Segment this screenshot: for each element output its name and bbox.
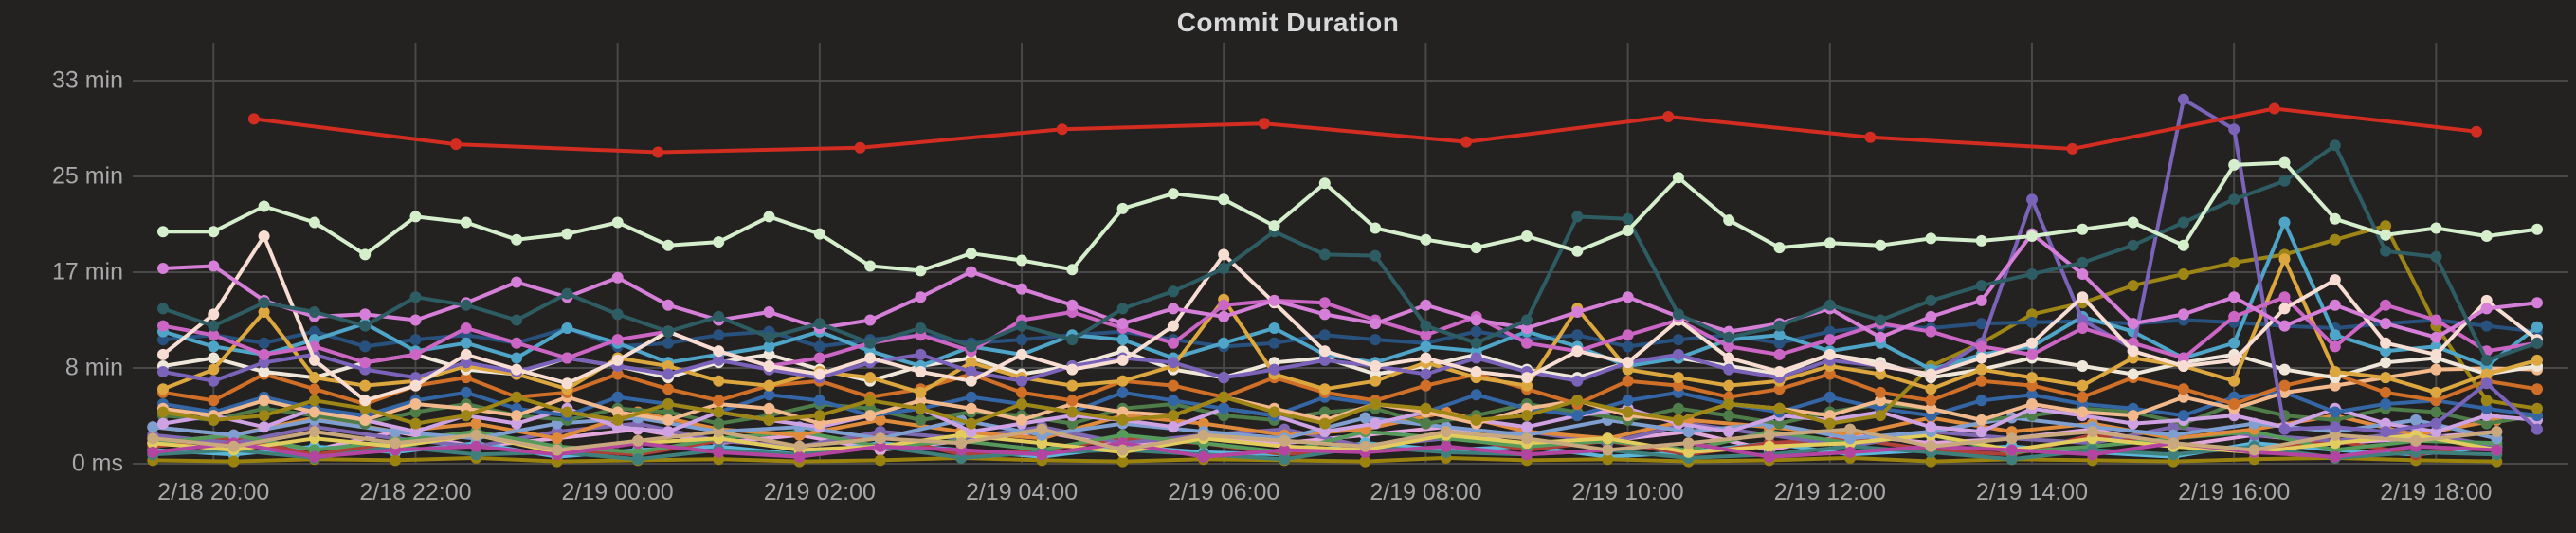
- x-axis-label: 2/19 14:00: [1975, 479, 2089, 505]
- x-axis-label: 2/19 18:00: [2380, 479, 2493, 505]
- y-axis-label: 17 min: [51, 258, 123, 285]
- y-axis-label: 8 min: [64, 354, 123, 381]
- x-axis-label: 2/19 04:00: [965, 479, 1079, 505]
- series-mint-green: [157, 156, 2543, 277]
- series-carpet-tan: [147, 423, 2503, 456]
- series-gold-amber: [157, 253, 2543, 398]
- x-axis-label: 2/19 00:00: [561, 479, 674, 505]
- x-axis-label: 2/18 22:00: [359, 479, 472, 505]
- panel-title: Commit Duration: [1176, 8, 1400, 37]
- x-axis-label: 2/19 08:00: [1370, 479, 1482, 505]
- y-axis-label: 33 min: [51, 66, 123, 94]
- x-axis-label: 2/19 16:00: [2178, 479, 2291, 505]
- x-axis-label: 2/18 20:00: [157, 479, 270, 505]
- x-axis-label: 2/19 06:00: [1168, 479, 1280, 505]
- series-red: [247, 102, 2482, 158]
- x-axis-label: 2/19 12:00: [1773, 479, 1886, 505]
- y-axis-label: 25 min: [51, 162, 123, 190]
- x-axis-label: 2/19 02:00: [763, 479, 876, 505]
- series-dark-teal: [157, 139, 2543, 366]
- series-carpet-magenta: [147, 437, 2503, 463]
- y-axis-label: 0 ms: [71, 450, 123, 477]
- x-axis-label: 2/19 10:00: [1571, 479, 1684, 505]
